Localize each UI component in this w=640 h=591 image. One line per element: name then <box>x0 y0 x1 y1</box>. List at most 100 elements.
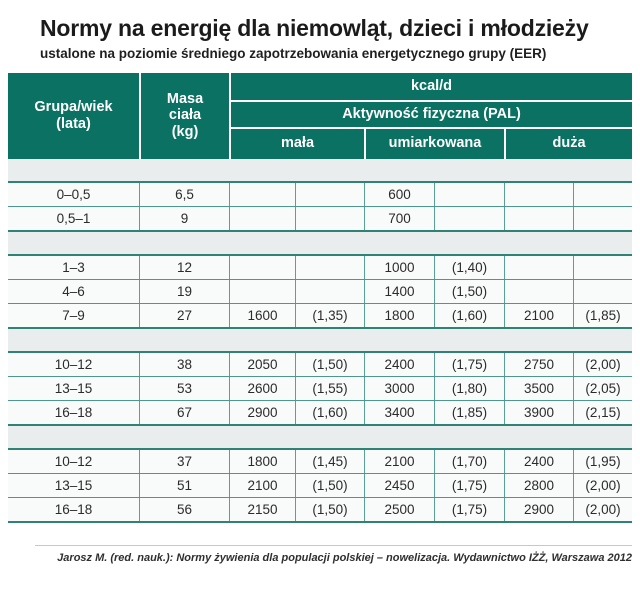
title-block: Normy na energię dla niemowląt, dzieci i… <box>0 0 640 63</box>
table-cell: 53 <box>139 376 229 400</box>
table-cell: (1,45) <box>295 449 364 473</box>
table-row: 16–18 56 2150 (1,50) 2500 (1,75) 2900 (2,00) <box>8 496 632 521</box>
header-group-age-line1: Grupa/wiek <box>34 98 113 115</box>
table-cell: 27 <box>139 303 229 327</box>
table-cell <box>295 255 364 279</box>
table-section: 10–12 37 1800 (1,45) 2100 (1,70) 2400 (1,95) 13–… <box>8 447 632 523</box>
table-cell <box>573 206 632 230</box>
table-cell: (2,15) <box>573 400 632 424</box>
table-cell <box>229 206 295 230</box>
table-cell: 2050 <box>229 352 295 376</box>
table-cell: 0–0,5 <box>56 186 91 202</box>
table-cell: 2400 <box>364 352 434 376</box>
table-cell: (1,75) <box>434 473 504 497</box>
table-cell <box>504 255 573 279</box>
table-cell: 10–12 <box>54 356 93 372</box>
table-cell: 600 <box>364 182 434 206</box>
header-activity-moderate: umiarkowana <box>364 126 504 159</box>
table-cell: (1,40) <box>434 255 504 279</box>
header-body-mass-line3: (kg) <box>171 123 199 140</box>
table-cell: (2,05) <box>573 376 632 400</box>
table-cell <box>295 182 364 206</box>
table-body: 0–0,5 6,5 600 0,5–1 9 700 1–3 12 1000 (1,40) 4–6 19… <box>8 158 632 523</box>
table-cell: (1,75) <box>434 497 504 521</box>
table-row: 13–15 51 2100 (1,50) 2450 (1,75) 2800 (2,00) <box>8 472 632 497</box>
table-cell: (1,85) <box>434 400 504 424</box>
table-row: 4–6 19 1400 (1,50) <box>8 278 632 303</box>
table-cell: 0,5–1 <box>56 210 91 226</box>
table-cell: 7–9 <box>62 307 85 323</box>
header-activity-high: duża <box>504 126 632 159</box>
table-cell: 13–15 <box>54 477 93 493</box>
table-cell: (1,50) <box>295 352 364 376</box>
table-cell: (1,35) <box>295 303 364 327</box>
table-cell: 2400 <box>504 449 573 473</box>
table-cell: 2800 <box>504 473 573 497</box>
table-cell: 1–3 <box>62 259 85 275</box>
table-cell <box>229 279 295 303</box>
table-cell: 4–6 <box>62 283 85 299</box>
table-cell: 3900 <box>504 400 573 424</box>
table-section: 1–3 12 1000 (1,40) 4–6 19 1400 (1,50) 7–9 27 1600(… <box>8 253 632 329</box>
table-cell: 3400 <box>364 400 434 424</box>
table-cell: 3500 <box>504 376 573 400</box>
table-header: Grupa/wiek (lata) Masa ciała (kg) kcal/d… <box>8 72 632 159</box>
table-cell <box>295 279 364 303</box>
table-cell: (1,50) <box>295 497 364 521</box>
table-row: 1–3 12 1000 (1,40) <box>8 255 632 279</box>
table-cell: 19 <box>139 279 229 303</box>
table-cell <box>504 182 573 206</box>
header-group-age: Grupa/wiek (lata) <box>8 72 139 159</box>
table-cell <box>434 206 504 230</box>
header-pal: Aktywność fizyczna (PAL) <box>229 99 632 127</box>
section-separator <box>8 425 632 448</box>
table-cell: 700 <box>364 206 434 230</box>
table-cell <box>504 279 573 303</box>
header-group-age-line2: (lata) <box>56 115 91 132</box>
table-cell: (1,85) <box>573 303 632 327</box>
table-row: 7–9 27 1600 (1,35) 1800 (1,60) 2100 (1,85) <box>8 302 632 327</box>
table-cell: 1600 <box>229 303 295 327</box>
table-cell: 2900 <box>504 497 573 521</box>
table-cell: (1,60) <box>434 303 504 327</box>
table-cell: 10–12 <box>54 453 93 469</box>
footer: Jarosz M. (red. nauk.): Normy żywienia d… <box>8 544 632 565</box>
table-row: 16–18 67 2900 (1,60) 3400 (1,85) 3900 (2,15) <box>8 399 632 424</box>
table-cell <box>573 279 632 303</box>
header-body-mass-line1: Masa <box>166 90 204 107</box>
table-cell: 2150 <box>229 497 295 521</box>
table-cell: 37 <box>139 449 229 473</box>
table-row: 13–15 53 2600 (1,55) 3000 (1,80) 3500 (2,05) <box>8 375 632 400</box>
table-cell <box>229 182 295 206</box>
table-cell: 56 <box>139 497 229 521</box>
section-separator <box>8 328 632 351</box>
table-cell <box>229 255 295 279</box>
table-cell: 51 <box>139 473 229 497</box>
table-cell: (1,95) <box>573 449 632 473</box>
table-cell <box>504 206 573 230</box>
source-citation: Jarosz M. (red. nauk.): Normy żywienia d… <box>57 551 632 564</box>
table-cell: 3000 <box>364 376 434 400</box>
table-cell: 9 <box>139 206 229 230</box>
table-cell: 1800 <box>229 449 295 473</box>
table-cell: (1,50) <box>434 279 504 303</box>
table-row: 0–0,5 6,5 600 <box>8 182 632 206</box>
table-cell: (2,00) <box>573 497 632 521</box>
table-cell: 2100 <box>504 303 573 327</box>
table-cell: 2450 <box>364 473 434 497</box>
table-cell: 2500 <box>364 497 434 521</box>
table-cell: 12 <box>139 255 229 279</box>
header-body-mass-line2: ciała <box>168 107 202 124</box>
table-cell: 2900 <box>229 400 295 424</box>
table-cell: (1,50) <box>295 473 364 497</box>
table-cell: (1,60) <box>295 400 364 424</box>
table-cell: (2,00) <box>573 473 632 497</box>
header-kcal: kcal/d <box>229 72 632 100</box>
header-activity-low: mała <box>229 126 364 159</box>
table-cell: (2,00) <box>573 352 632 376</box>
table-cell: (1,70) <box>434 449 504 473</box>
page-subtitle: ustalone na poziomie średniego zapotrzeb… <box>40 46 547 62</box>
header-body-mass: Masa ciała (kg) <box>139 72 229 159</box>
energy-norms-table: Grupa/wiek (lata) Masa ciała (kg) kcal/d… <box>8 72 632 523</box>
